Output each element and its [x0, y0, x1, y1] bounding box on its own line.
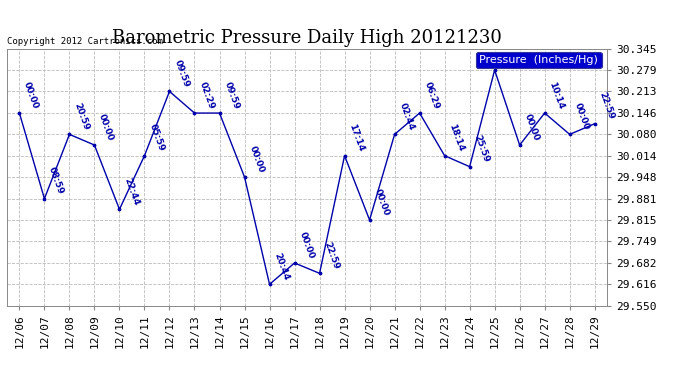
Text: 00:00: 00:00: [22, 81, 40, 110]
Text: 25:59: 25:59: [473, 134, 491, 164]
Text: 05:59: 05:59: [147, 123, 166, 153]
Text: 02:44: 02:44: [397, 102, 415, 132]
Text: 02:29: 02:29: [197, 80, 215, 110]
Text: 20:44: 20:44: [273, 251, 290, 282]
Text: 22:59: 22:59: [598, 91, 615, 121]
Text: 00:00: 00:00: [97, 113, 115, 142]
Text: 22:44: 22:44: [122, 176, 141, 207]
Text: 06:29: 06:29: [422, 80, 441, 110]
Text: 09:59: 09:59: [222, 80, 241, 110]
Text: 17:14: 17:14: [347, 123, 366, 153]
Text: 16: 16: [497, 53, 510, 67]
Text: 22:59: 22:59: [322, 240, 341, 270]
Text: 00:00: 00:00: [573, 102, 591, 132]
Title: Barometric Pressure Daily High 20121230: Barometric Pressure Daily High 20121230: [112, 29, 502, 47]
Text: 00:00: 00:00: [373, 188, 391, 217]
Legend: Pressure  (Inches/Hg): Pressure (Inches/Hg): [476, 52, 602, 68]
Text: Copyright 2012 Cartronics.com: Copyright 2012 Cartronics.com: [7, 37, 163, 46]
Text: 00:00: 00:00: [522, 113, 540, 142]
Text: 00:00: 00:00: [297, 231, 315, 260]
Text: 00:00: 00:00: [247, 145, 266, 174]
Text: 10:14: 10:14: [547, 80, 566, 110]
Text: 20:59: 20:59: [72, 102, 90, 132]
Text: 08:59: 08:59: [47, 166, 66, 196]
Text: 09:59: 09:59: [172, 58, 190, 88]
Text: 18:14: 18:14: [447, 123, 466, 153]
